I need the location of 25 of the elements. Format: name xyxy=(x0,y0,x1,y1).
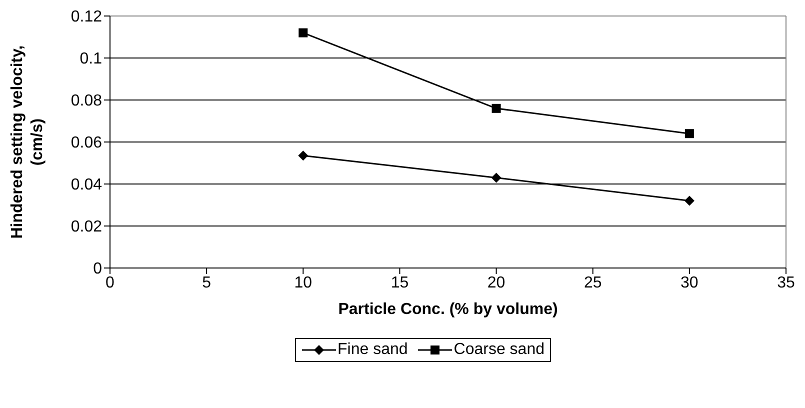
x-tick-label: 20 xyxy=(487,274,506,292)
x-tick-label: 0 xyxy=(106,274,115,292)
x-tick-label: 5 xyxy=(202,274,212,292)
point xyxy=(684,196,694,206)
x-tick-label: 25 xyxy=(584,274,602,292)
legend-label: Fine sand xyxy=(338,341,408,359)
point xyxy=(684,129,694,138)
x-tick-label: 35 xyxy=(777,274,795,292)
y-axis-title: Hindered setting velocity, (cm/s) xyxy=(9,45,46,239)
y-tick-label: 0.04 xyxy=(70,176,102,194)
x-tick-label: 30 xyxy=(680,274,698,292)
y-tick-label: 0.12 xyxy=(70,8,102,26)
y-tick-label: 0.08 xyxy=(70,92,102,110)
legend-label: Coarse sand xyxy=(454,341,544,359)
x-tick-label: 10 xyxy=(294,274,312,292)
point xyxy=(492,104,501,113)
x-tick-label: 15 xyxy=(390,274,409,292)
y-tick-label: 0 xyxy=(93,260,102,278)
point xyxy=(298,150,308,161)
point xyxy=(298,28,308,38)
y-tick-label: 0.06 xyxy=(70,134,102,152)
y-tick-label: 0.02 xyxy=(70,218,102,236)
y-tick-label: 0.1 xyxy=(80,50,102,68)
point xyxy=(491,172,502,183)
x-axis-title: Particle Conc. (% by volume) xyxy=(338,301,558,318)
